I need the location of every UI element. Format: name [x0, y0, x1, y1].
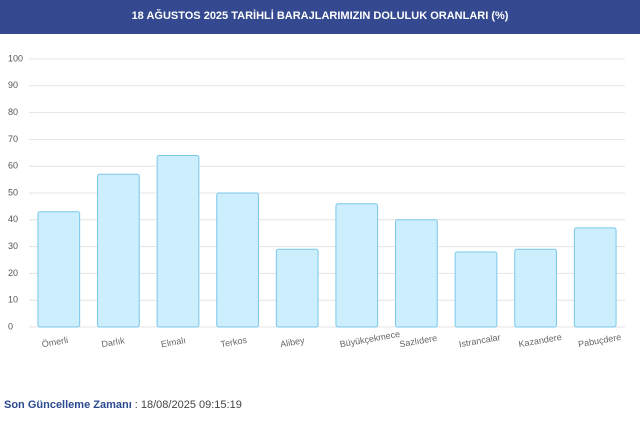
footer-label: Son Güncelleme Zamanı: 18/08/2025 09:15:… — [4, 399, 242, 411]
bar — [97, 173, 140, 328]
x-tick-label: Büyükçekmece — [339, 329, 401, 349]
y-tick-label: 30 — [8, 241, 18, 251]
x-tick-label: Elmalı — [160, 335, 186, 349]
x-tick-label: Kazandere — [518, 332, 563, 349]
bar — [216, 192, 259, 328]
y-tick-label: 10 — [8, 295, 18, 305]
y-tick-label: 100 — [8, 53, 23, 63]
chart-title: 18 AĞUSTOS 2025 TARİHLİ BARAJLARIMIZIN D… — [132, 9, 509, 22]
footer-label-text: Son Güncelleme Zamanı — [4, 399, 132, 411]
x-tick-label: Pabuçdere — [577, 332, 622, 349]
x-tick-label: Istrancalar — [458, 332, 501, 349]
bar — [335, 203, 379, 328]
header-bar — [0, 0, 640, 34]
bar — [514, 248, 557, 328]
y-tick-label: 40 — [8, 214, 18, 224]
x-tick-label: Sazlıdere — [399, 333, 438, 349]
y-tick-label: 60 — [8, 161, 18, 171]
y-tick-label: 0 — [8, 321, 13, 331]
y-tick-label: 70 — [8, 134, 18, 144]
y-tick-label: 50 — [8, 187, 18, 197]
x-tick-label: Alibey — [279, 335, 305, 349]
bar — [395, 219, 438, 328]
x-tick-label: Darlık — [101, 335, 126, 349]
x-tick-label: Ömerli — [41, 335, 69, 349]
bar — [573, 227, 617, 328]
x-tick-label: Terkos — [220, 335, 248, 350]
bar — [275, 248, 319, 328]
bar — [156, 154, 200, 328]
bar — [454, 251, 498, 328]
footer-value: : 18/08/2025 09:15:19 — [135, 399, 242, 411]
bar — [37, 211, 81, 328]
y-tick-label: 80 — [8, 107, 18, 117]
y-tick-label: 90 — [8, 80, 18, 90]
y-tick-label: 20 — [8, 268, 18, 278]
